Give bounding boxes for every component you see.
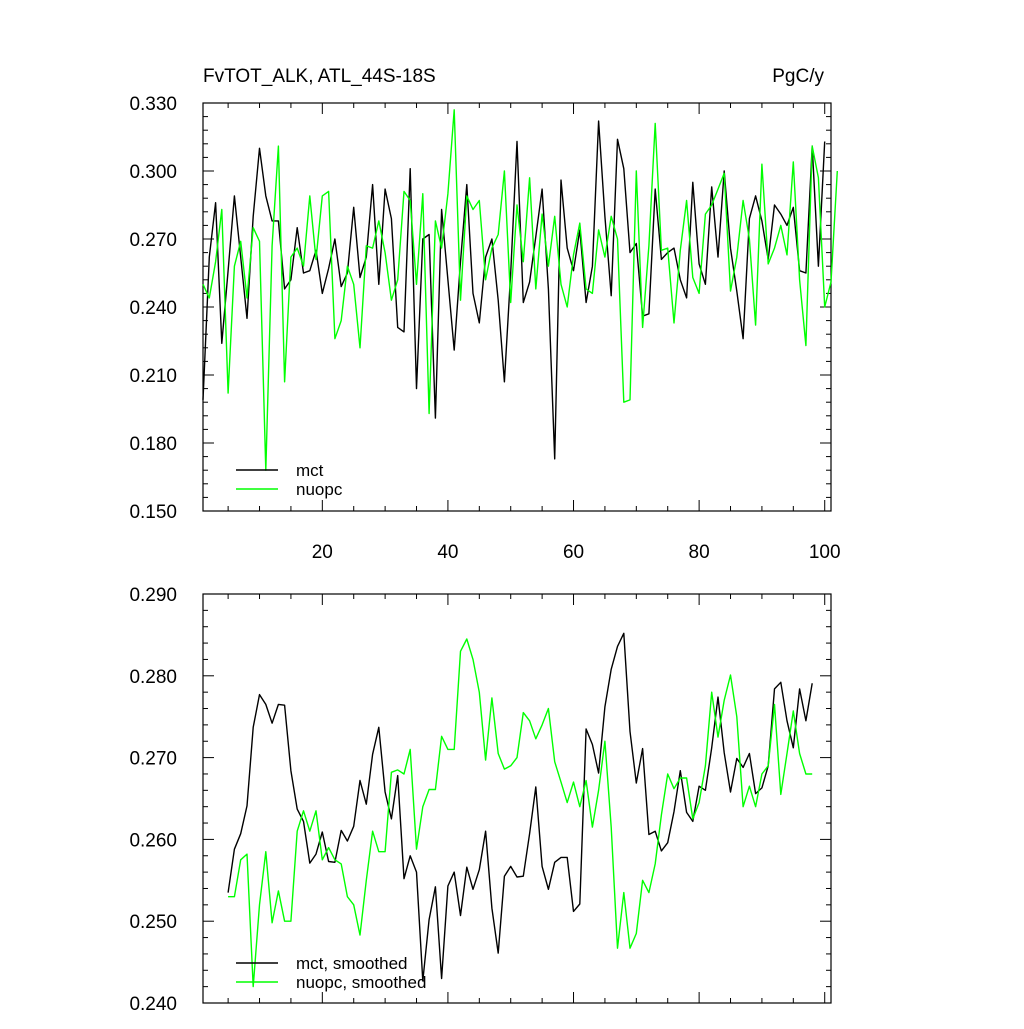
legend-label: mct <box>296 461 324 480</box>
y-tick-label: 0.210 <box>129 366 177 387</box>
series-line-nuopc-smoothed <box>228 638 813 988</box>
x-tick-label: 80 <box>689 542 710 563</box>
y-tick-label: 0.250 <box>129 912 177 933</box>
x-tick-label: 40 <box>437 542 458 563</box>
y-tick-label: 0.260 <box>129 830 177 851</box>
series-line-nuopc <box>202 109 838 471</box>
y-tick-label: 0.270 <box>129 230 177 251</box>
plot-frame <box>202 102 832 512</box>
y-tick-label: 0.240 <box>129 994 177 1015</box>
legend-label: mct, smoothed <box>296 954 408 973</box>
series-line-mct-smoothed <box>227 632 813 982</box>
y-tick-label: 0.290 <box>129 585 177 606</box>
x-tick-label: 60 <box>563 542 584 563</box>
y-tick-label: 0.180 <box>129 434 177 455</box>
y-tick-label: 0.280 <box>129 667 177 688</box>
plot-frame <box>202 593 832 1004</box>
y-tick-label: 0.270 <box>129 749 177 770</box>
bottom-plot-panel: 0.240 0.250 0.260 0.270 0.280 0.290 mct, smoot… <box>129 585 832 1015</box>
legend-label: nuopc, smoothed <box>296 973 426 992</box>
y-tick-label: 0.330 <box>129 94 177 115</box>
y-tick-label: 0.300 <box>129 162 177 183</box>
y-tick-label: 0.240 <box>129 298 177 319</box>
x-tick-label: 100 <box>809 542 841 563</box>
chart-units: PgC/y <box>772 66 824 87</box>
chart-title: FvTOT_ALK, ATL_44S-18S <box>203 66 436 87</box>
top-plot-panel: 0.150 0.180 0.210 0.240 0.270 0.300 0.330 20 40 6… <box>129 94 840 563</box>
series-line-mct <box>202 120 826 460</box>
legend-label: nuopc <box>296 480 343 499</box>
y-tick-label: 0.150 <box>129 502 177 523</box>
x-tick-label: 20 <box>312 542 333 563</box>
